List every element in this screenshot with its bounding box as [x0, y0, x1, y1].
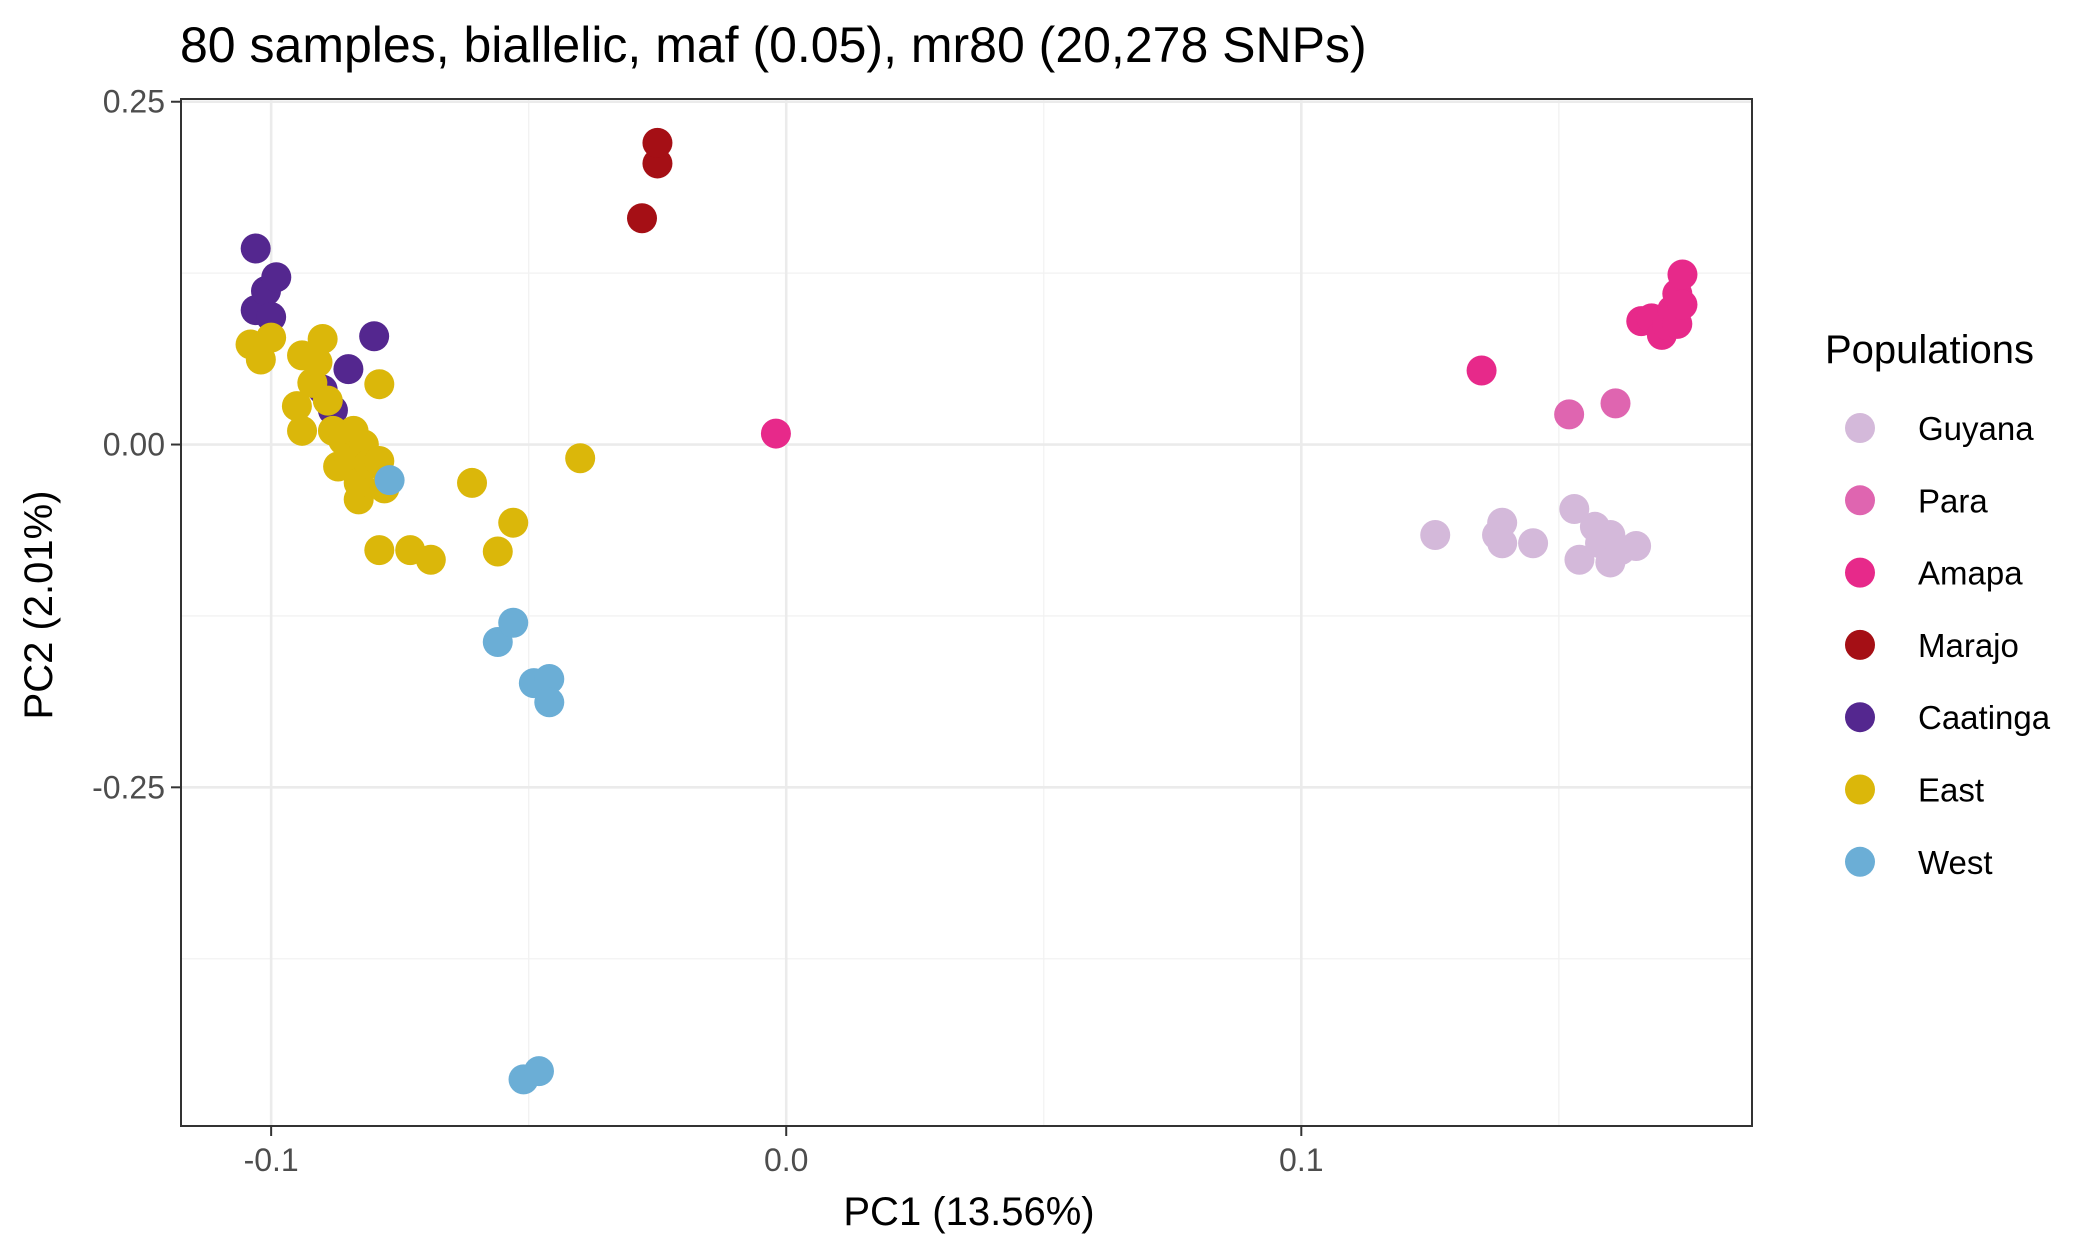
- data-point: [281, 391, 312, 422]
- axes-layer: -0.1 0.0 0.1 0.25 0.00 -0.25: [92, 84, 1323, 1178]
- plot-panel-border: [180, 98, 1753, 1127]
- data-point: [240, 233, 271, 264]
- series-east: [235, 322, 596, 575]
- legend: Populations Guyana Para Amapa Marajo Caating…: [1825, 328, 2051, 881]
- series-west: [374, 465, 565, 1095]
- data-point: [482, 536, 513, 567]
- data-point: [287, 415, 318, 446]
- x-tick-label: -0.1: [244, 1142, 299, 1178]
- data-point: [1600, 388, 1631, 419]
- data-point: [1487, 528, 1518, 559]
- legend-item-east: East: [1845, 772, 1984, 809]
- legend-label: Guyana: [1918, 410, 2034, 447]
- y-tick-label: 0.25: [103, 84, 165, 120]
- data-point: [534, 664, 565, 695]
- data-point: [359, 321, 390, 352]
- data-point: [760, 418, 791, 449]
- data-point: [374, 465, 405, 496]
- legend-item-caatinga: Caatinga: [1845, 699, 2051, 736]
- data-point: [1564, 544, 1595, 575]
- x-tick-label: 0.0: [764, 1142, 808, 1178]
- data-point: [498, 607, 529, 638]
- data-point: [457, 467, 488, 498]
- data-point: [1554, 399, 1585, 430]
- legend-key: [1845, 557, 1875, 588]
- data-point: [364, 535, 395, 566]
- data-point: [261, 262, 292, 293]
- data-point: [312, 385, 343, 416]
- data-point: [1621, 530, 1652, 561]
- legend-key: [1845, 774, 1875, 805]
- legend-key: [1845, 629, 1875, 660]
- legend-item-west: West: [1845, 844, 1993, 881]
- series-guyana: [1420, 493, 1652, 578]
- legend-item-guyana: Guyana: [1845, 410, 2034, 447]
- y-axis-title: PC2 (2.01%): [17, 491, 61, 720]
- data-point: [364, 369, 395, 400]
- data-point: [1420, 520, 1451, 551]
- y-tick-label: 0.00: [103, 427, 165, 463]
- legend-label: Para: [1918, 482, 1988, 519]
- legend-label: West: [1918, 844, 1993, 881]
- legend-label: Marajo: [1918, 627, 2019, 664]
- data-point: [565, 443, 596, 474]
- data-point: [642, 148, 673, 179]
- legend-label: Caatinga: [1918, 699, 2051, 736]
- legend-key: [1845, 846, 1875, 877]
- data-point: [333, 354, 364, 385]
- data-point: [626, 203, 657, 234]
- points-layer: [235, 127, 1698, 1095]
- data-point: [1518, 528, 1549, 559]
- data-point: [415, 544, 446, 575]
- data-point: [1487, 507, 1518, 538]
- legend-item-amapa: Amapa: [1845, 555, 2023, 592]
- y-tick-label: -0.25: [92, 769, 165, 805]
- x-axis-title: PC1 (13.56%): [843, 1190, 1094, 1234]
- data-point: [1667, 289, 1698, 320]
- data-point: [256, 322, 287, 353]
- x-tick-label: 0.1: [1279, 1142, 1323, 1178]
- legend-key: [1845, 702, 1875, 733]
- data-point: [1559, 493, 1590, 524]
- legend-key: [1845, 485, 1875, 516]
- legend-title: Populations: [1825, 328, 2034, 372]
- data-point: [1667, 259, 1698, 290]
- chart-title: 80 samples, biallelic, maf (0.05), mr80 …: [180, 17, 1367, 73]
- legend-key: [1845, 413, 1875, 443]
- data-point: [1466, 355, 1497, 386]
- data-point: [307, 323, 338, 354]
- data-point: [302, 347, 333, 378]
- legend-item-marajo: Marajo: [1845, 627, 2019, 664]
- data-point: [642, 127, 673, 158]
- series-para: [1554, 388, 1631, 430]
- legend-label: East: [1918, 772, 1984, 809]
- legend-items: Guyana Para Amapa Marajo Caatinga East West: [1845, 410, 2051, 881]
- series-marajo: [626, 127, 673, 234]
- series-amapa: [760, 259, 1698, 449]
- data-point: [534, 687, 565, 718]
- data-point: [523, 1056, 554, 1087]
- data-point: [256, 302, 287, 333]
- data-point: [498, 507, 529, 538]
- legend-item-para: Para: [1845, 482, 1988, 519]
- legend-label: Amapa: [1918, 555, 2023, 592]
